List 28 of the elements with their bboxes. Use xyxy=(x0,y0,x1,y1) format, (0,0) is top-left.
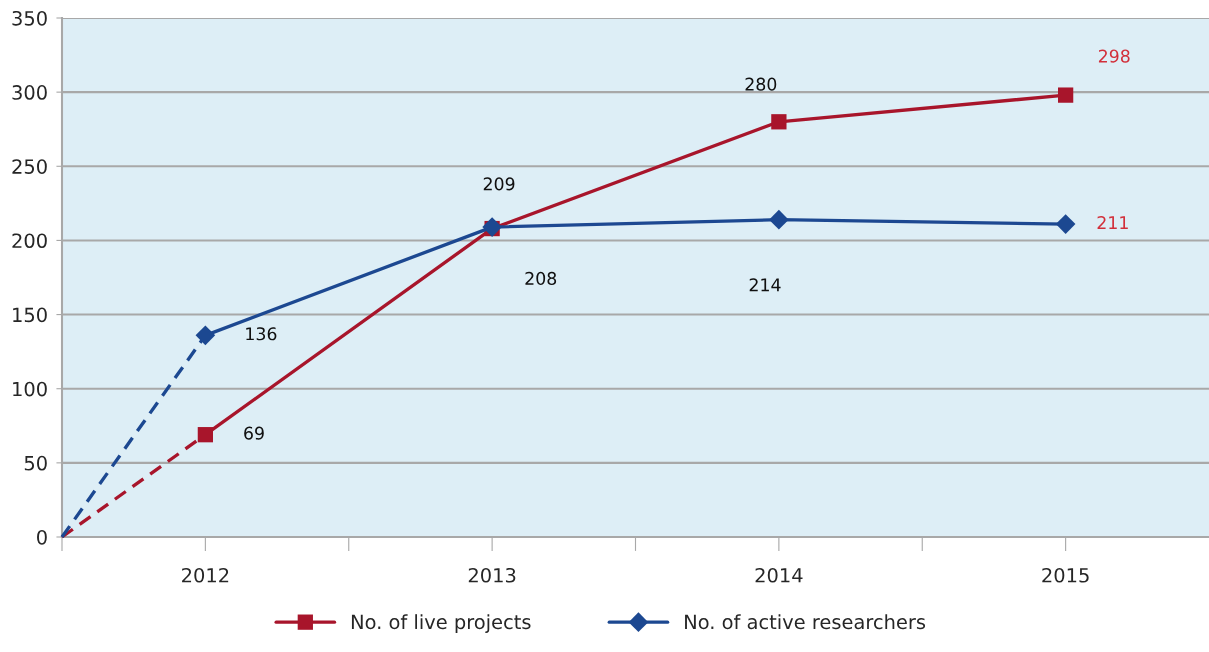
y-tick-label: 300 xyxy=(12,85,47,100)
y-tick-label: 350 xyxy=(12,10,47,26)
x-tick-label: 2015 xyxy=(1042,567,1089,583)
data-label: 69 xyxy=(244,426,264,440)
point xyxy=(197,427,214,443)
y-tick-label: 200 xyxy=(12,233,47,249)
y-tick-label: 50 xyxy=(24,455,47,471)
legend-label: No. of active researchers xyxy=(685,614,926,630)
data-label: 136 xyxy=(246,327,277,341)
point xyxy=(195,325,216,346)
point xyxy=(769,209,789,230)
data-label: 280 xyxy=(745,77,777,91)
legend-label: No. of live projects xyxy=(351,614,531,633)
data-label: 211 xyxy=(1097,216,1128,229)
point xyxy=(771,114,787,130)
x-tick-label: 2014 xyxy=(755,567,803,583)
x-tick-label: 2012 xyxy=(182,567,229,583)
x-tick-label: 2013 xyxy=(468,567,516,583)
y-tick-label: 0 xyxy=(37,529,47,545)
y-tick-label: 100 xyxy=(13,381,47,397)
point xyxy=(1057,87,1074,103)
y-tick-label: 250 xyxy=(12,159,47,174)
data-label: 208 xyxy=(525,271,557,285)
y-tick-label: 150 xyxy=(13,307,47,323)
data-label: 209 xyxy=(483,177,515,191)
data-label: 298 xyxy=(1098,49,1130,63)
point xyxy=(1055,214,1076,234)
data-label: 214 xyxy=(749,278,781,292)
